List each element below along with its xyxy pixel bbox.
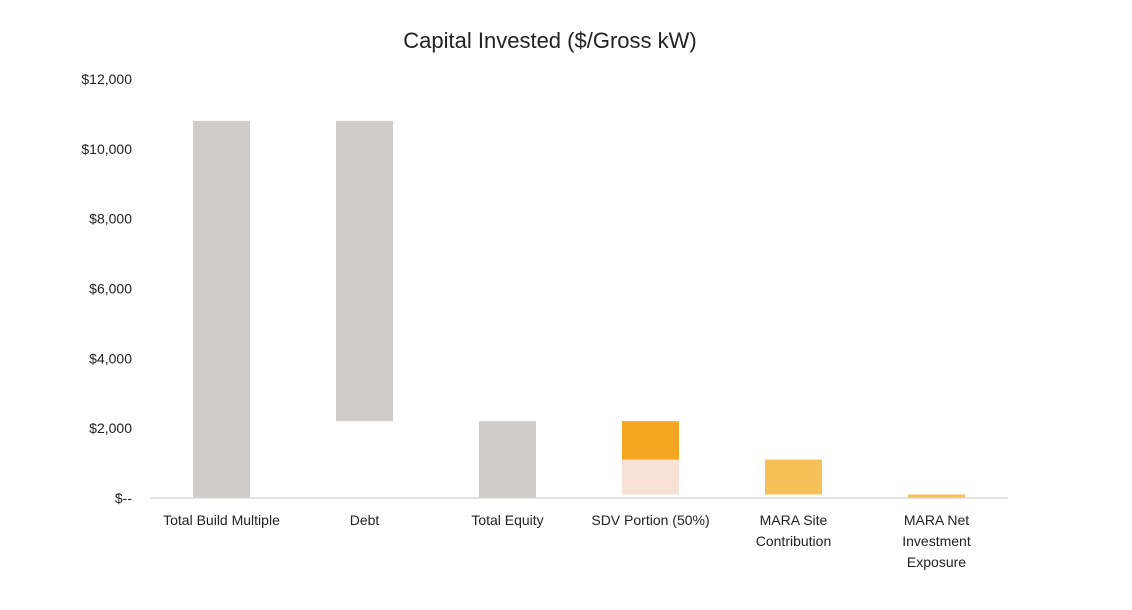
chart-bars [193, 120, 965, 499]
bar-segment [193, 120, 250, 499]
x-category-label-line: MARA Net [904, 512, 969, 528]
x-category-label-line: Exposure [907, 554, 966, 570]
y-axis-ticks: $-- $2,000 $4,000 $6,000 $8,000 $10,000 $12,00… [81, 71, 132, 506]
x-category-label: Total Build Multiple [163, 512, 280, 528]
x-category-label-line: Total Build Multiple [163, 512, 280, 528]
x-category-label-line: SDV Portion (50%) [591, 512, 709, 528]
bar-segment [479, 421, 536, 498]
bar-segment [622, 421, 679, 460]
x-category-label: MARA Site Contribution [756, 512, 832, 549]
y-tick-label: $2,000 [89, 420, 132, 436]
bar-segment [622, 459, 679, 495]
x-category-label-line: Investment [902, 533, 971, 549]
x-category-label-line: MARA Site [760, 512, 828, 528]
x-category-label-line: Debt [350, 512, 380, 528]
x-category-label: SDV Portion (50%) [591, 512, 709, 528]
bar-segment [908, 494, 965, 498]
bar-segment [336, 120, 393, 422]
x-category-label-line: Total Equity [471, 512, 543, 528]
y-tick-label: $4,000 [89, 350, 132, 366]
y-tick-label: $12,000 [81, 71, 132, 87]
y-tick-label: $-- [115, 490, 132, 506]
y-tick-label: $10,000 [81, 141, 132, 157]
y-tick-label: $6,000 [89, 281, 132, 297]
chart-title: Capital Invested ($/Gross kW) [403, 28, 697, 53]
bar-segment [765, 459, 822, 495]
x-category-label: MARA Net Investment Exposure [902, 512, 971, 570]
x-category-label: Debt [350, 512, 380, 528]
x-category-label-line: Contribution [756, 533, 832, 549]
x-category-label: Total Equity [471, 512, 543, 528]
y-tick-label: $8,000 [89, 211, 132, 227]
x-axis-category-labels: Total Build Multiple Debt Total Equity SDV … [163, 512, 971, 570]
